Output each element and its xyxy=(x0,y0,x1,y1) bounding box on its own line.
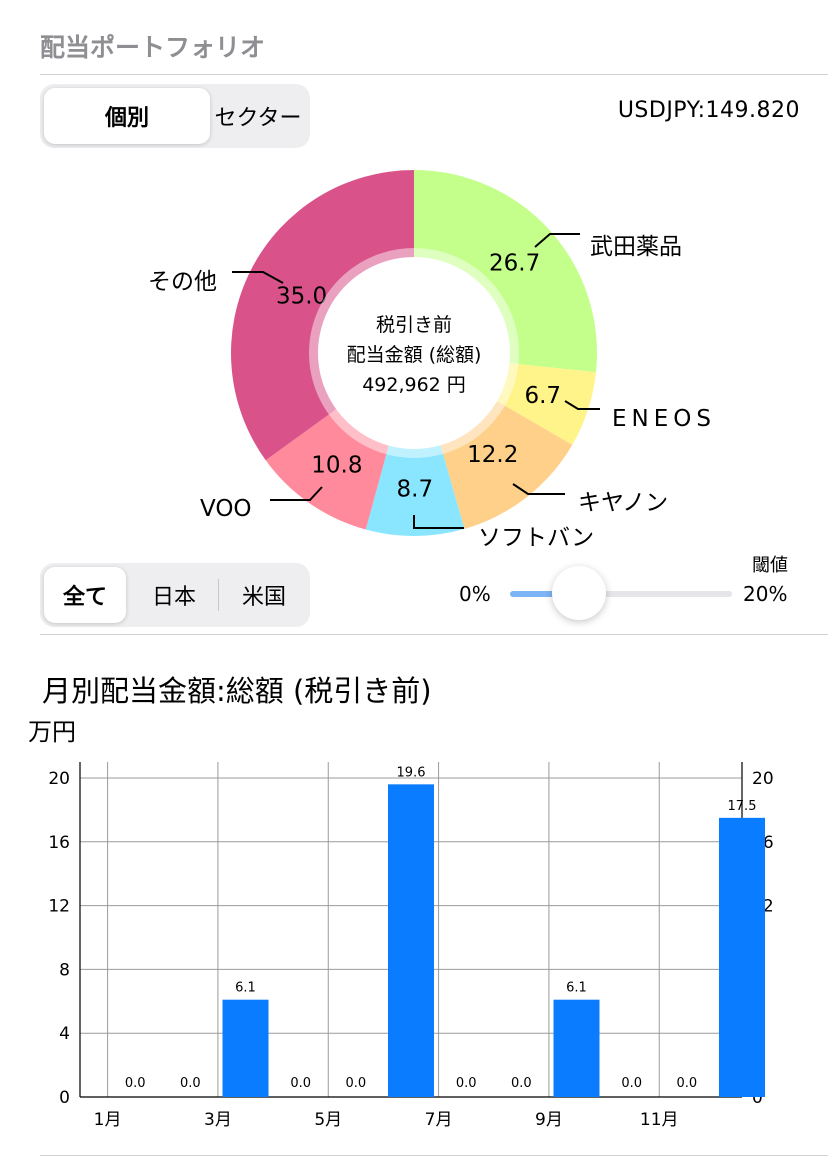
y-axis-unit: 万円 xyxy=(28,718,76,746)
donut-slice xyxy=(365,445,465,536)
threshold-slider-fill xyxy=(510,591,579,597)
donut-inner-ring xyxy=(309,248,519,458)
donut-slice xyxy=(497,363,596,445)
bar-value-label: 0.0 xyxy=(676,1076,697,1091)
leader-line xyxy=(534,233,580,248)
leader-line xyxy=(270,486,323,501)
donut-center-label: 配当金額 (総額) xyxy=(347,344,482,366)
monthly-dividend-bar-chart: 0044881212161620200.00.06.10.00.019.60.0… xyxy=(48,762,774,1130)
bar-value-label: 6.1 xyxy=(235,981,256,996)
segment-all[interactable]: 全て xyxy=(44,567,126,623)
segment-us[interactable]: 米国 xyxy=(241,585,286,610)
bar-value-label: 19.6 xyxy=(397,765,426,780)
y-tick-label-left: 0 xyxy=(59,1088,70,1108)
threshold-title: 閾値 xyxy=(752,555,788,576)
x-tick-label: 1月 xyxy=(94,1110,122,1130)
slice-name-label: 武田薬品 xyxy=(590,234,682,260)
leader-line xyxy=(564,400,600,410)
slice-value-label: 8.7 xyxy=(397,476,434,502)
exchange-rate: USDJPY:149.820 xyxy=(617,98,800,123)
threshold-min-label: 0% xyxy=(459,582,491,606)
bar-value-label: 0.0 xyxy=(180,1076,201,1091)
x-tick-label: 5月 xyxy=(314,1110,342,1130)
market-segmented-control: 全て 日本 米国 xyxy=(40,563,310,627)
leader-line xyxy=(512,483,565,495)
donut-slice xyxy=(265,409,389,530)
divider xyxy=(40,74,828,75)
slice-name-label: ENEOS xyxy=(612,406,716,432)
threshold-slider-track[interactable] xyxy=(510,591,732,597)
slice-name-label: ソフトバン xyxy=(478,525,594,550)
y-tick-label-right: 20 xyxy=(752,769,774,789)
x-tick-label: 9月 xyxy=(535,1110,563,1130)
slice-value-label: 6.7 xyxy=(524,383,561,409)
bar-value-label: 17.5 xyxy=(728,799,757,814)
segment-divider xyxy=(218,579,219,611)
bar-value-label: 0.0 xyxy=(345,1076,366,1091)
bar xyxy=(222,999,269,1097)
slice-value-label: 26.7 xyxy=(489,250,540,276)
slice-value-label: 12.2 xyxy=(467,442,518,468)
bar-value-label: 0.0 xyxy=(456,1076,477,1091)
donut-slice xyxy=(440,401,573,529)
bar-value-label: 0.0 xyxy=(290,1076,311,1091)
x-tick-label: 3月 xyxy=(204,1110,232,1130)
y-tick-label-left: 16 xyxy=(48,833,70,853)
y-tick-label-left: 8 xyxy=(59,960,70,980)
bar-value-label: 0.0 xyxy=(511,1076,532,1091)
leader-line xyxy=(413,515,464,529)
segment-japan[interactable]: 日本 xyxy=(151,585,196,610)
donut-slice xyxy=(231,170,414,461)
segment-sector[interactable]: セクター xyxy=(214,106,302,131)
chart-title: 月別配当金額:総額 (税引き前) xyxy=(42,674,432,708)
donut-hole xyxy=(324,263,504,443)
slice-name-label: キヤノン xyxy=(578,490,668,516)
y-tick-label-left: 20 xyxy=(48,769,70,789)
threshold-max-label: 20% xyxy=(743,582,788,606)
section-title: 配当ポートフォリオ xyxy=(40,33,266,62)
bar-value-label: 0.0 xyxy=(125,1076,146,1091)
slice-value-label: 10.8 xyxy=(311,452,362,478)
y-tick-label-left: 12 xyxy=(48,897,70,917)
slice-name-label: その他 xyxy=(148,269,217,295)
slice-value-label: 35.0 xyxy=(276,284,327,310)
x-tick-label: 11月 xyxy=(640,1110,679,1130)
bar-value-label: 6.1 xyxy=(566,981,587,996)
bar-value-label: 0.0 xyxy=(621,1076,642,1091)
leader-line xyxy=(232,271,284,284)
divider xyxy=(40,634,828,635)
donut-slice xyxy=(414,170,597,373)
bar xyxy=(388,784,434,1097)
y-tick-label-right: 0 xyxy=(752,1088,763,1108)
donut-center-label: 492,962 円 xyxy=(362,374,466,396)
slice-name-label: VOO xyxy=(200,496,252,522)
bar xyxy=(553,999,600,1097)
divider xyxy=(40,1155,828,1156)
y-tick-label-left: 4 xyxy=(59,1024,70,1044)
threshold-slider-thumb[interactable] xyxy=(551,566,606,620)
dividend-donut-chart: 26.7 武田薬品 6.7 ENEOS 12.2 キヤノン 8.7 ソフトバン 10.8 VOO 3… xyxy=(148,170,716,550)
donut-center-label: 税引き前 xyxy=(376,314,452,336)
bar xyxy=(719,817,765,1097)
x-tick-label: 7月 xyxy=(425,1110,453,1130)
segment-individual[interactable]: 個別 xyxy=(44,88,210,144)
view-segmented-control: 個別 セクター xyxy=(40,84,310,148)
